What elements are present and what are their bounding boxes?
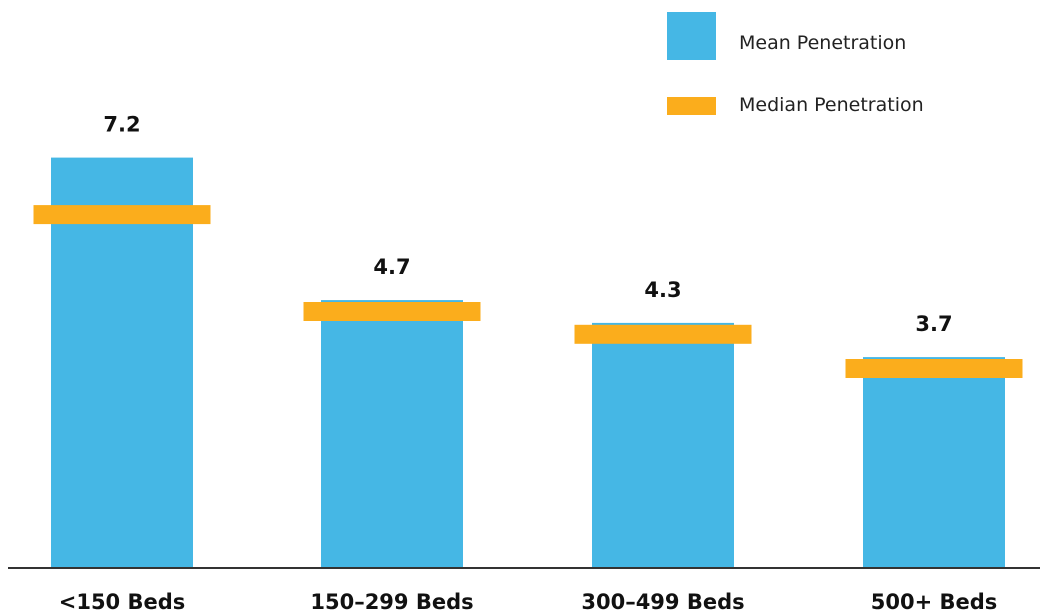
mean-bar [51, 157, 193, 568]
mean-bar [592, 322, 734, 568]
category-label: 500+ Beds [871, 590, 998, 613]
legend-label-mean: Mean Penetration [739, 32, 907, 54]
legend [667, 12, 716, 115]
value-labels-layer: 7.2 4.7 4.3 3.7 [103, 113, 952, 337]
category-label: 150–299 Beds [310, 590, 473, 613]
category-label: 300–499 Beds [581, 590, 744, 613]
legend-median-swatch [667, 97, 716, 115]
legend-mean-swatch [667, 12, 716, 60]
bar-value-label: 7.2 [103, 113, 140, 137]
median-markers-layer [33, 205, 1023, 378]
category-label: <150 Beds [59, 590, 186, 613]
median-marker [574, 324, 752, 344]
bars-layer [51, 157, 1005, 568]
median-marker [303, 302, 481, 321]
mean-bar [321, 300, 463, 568]
category-labels-layer: <150 Beds 150–299 Beds 300–499 Beds 500+ Be… [59, 590, 998, 613]
bar-value-label: 4.7 [373, 255, 410, 279]
median-marker [33, 205, 211, 225]
median-marker [845, 359, 1023, 378]
mean-bar [863, 357, 1005, 568]
legend-label-median: Median Penetration [739, 94, 924, 116]
bar-value-label: 3.7 [915, 312, 952, 336]
bar-value-label: 4.3 [644, 278, 681, 302]
